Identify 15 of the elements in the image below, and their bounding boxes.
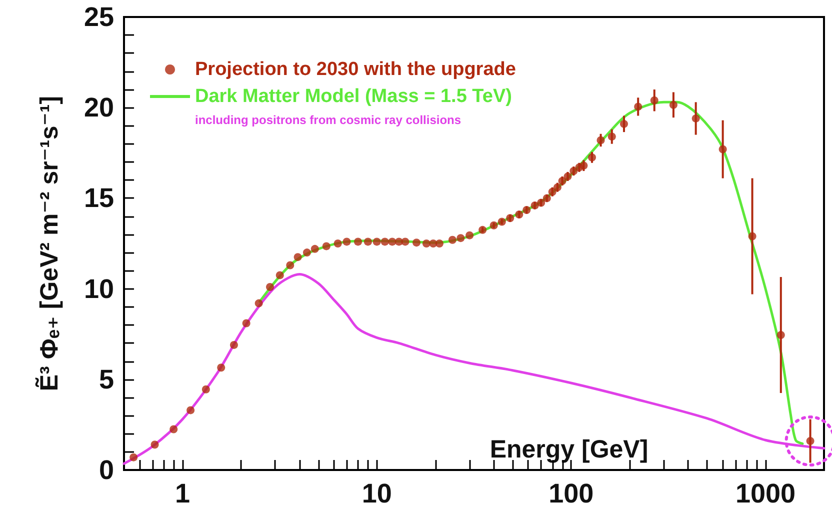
- text: including positrons from cosmic ray collisions: [195, 113, 462, 127]
- y-tick-label: 25: [84, 2, 114, 32]
- x-axis-title: Energy [GeV]: [490, 436, 648, 464]
- y-tick-label: 20: [84, 92, 114, 123]
- y-tick-label: 5: [98, 364, 114, 394]
- legend-label: Dark Matter Model (Mass = 1.5 TeV): [195, 86, 512, 107]
- y-tick-label: 10: [84, 274, 114, 304]
- x-tick-label: 1: [174, 478, 190, 508]
- x-tick-label: 100: [548, 478, 594, 508]
- y-axis-title: Ẽ³ Φₑ₊ [GeV² m⁻² sr⁻¹s⁻¹]: [34, 96, 64, 392]
- legend-label: Projection to 2030 with the upgrade: [195, 59, 516, 80]
- y-tick-label: 0: [98, 455, 114, 485]
- x-tick-label: 1000: [735, 478, 796, 508]
- x-tick-label: 10: [362, 478, 392, 508]
- y-tick-label: 15: [84, 183, 114, 214]
